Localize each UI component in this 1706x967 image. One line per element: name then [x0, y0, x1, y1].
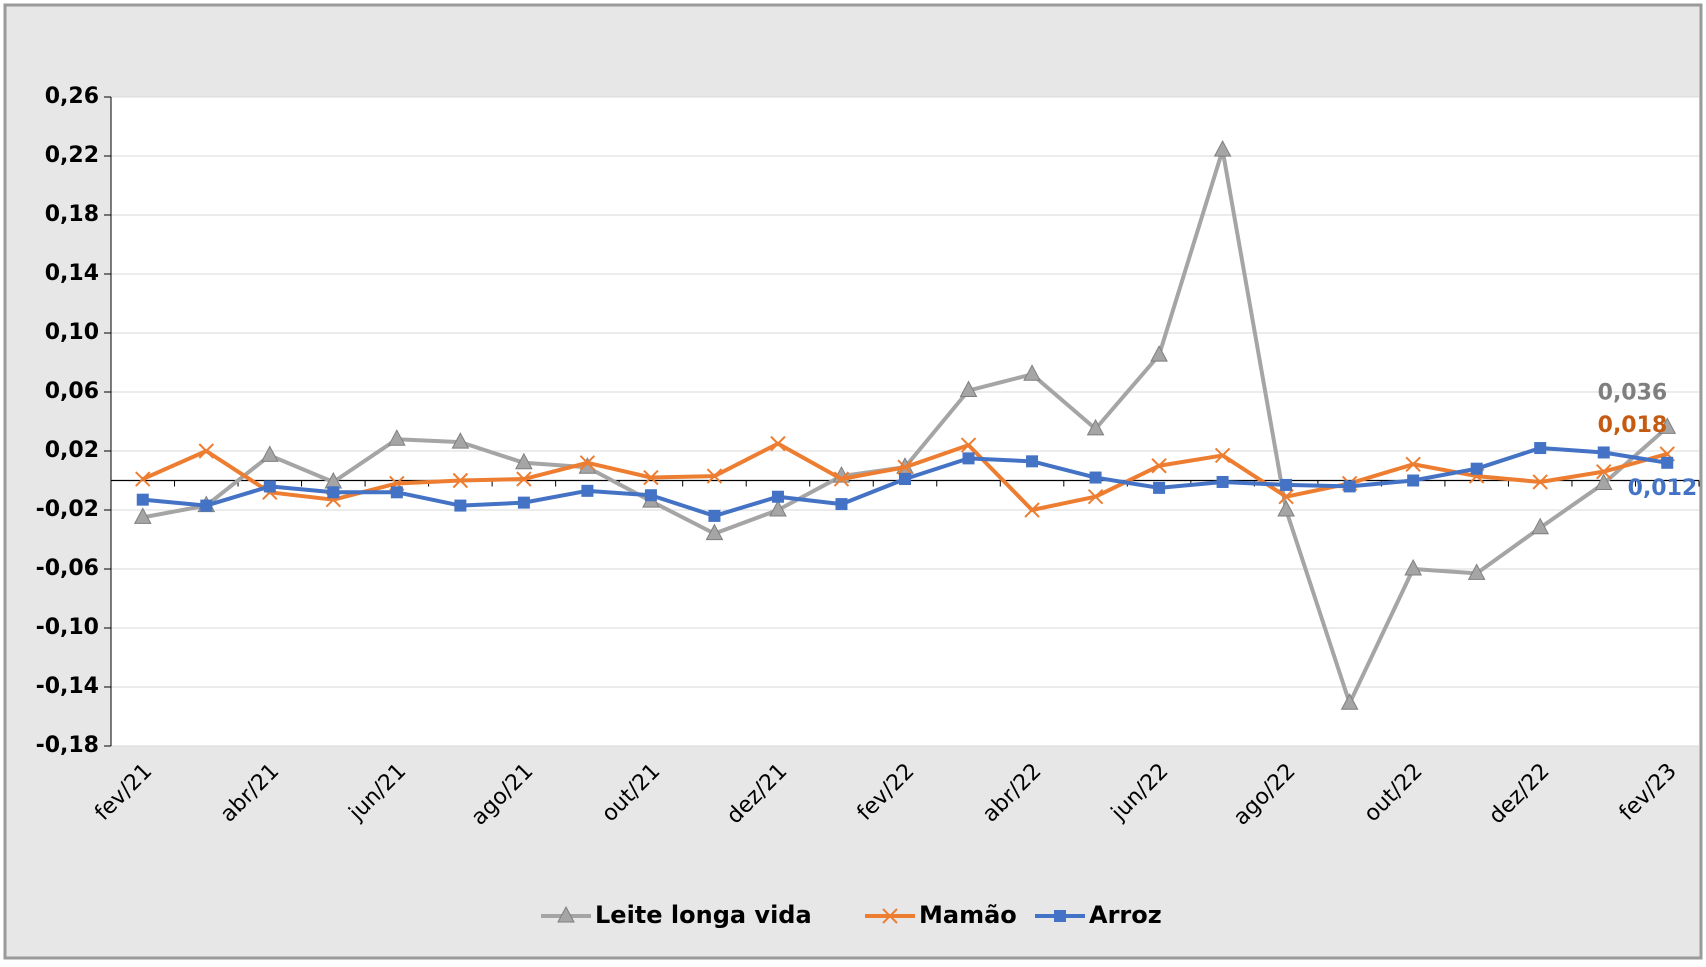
marker — [454, 499, 467, 512]
y-tick-label: -0,14 — [36, 674, 99, 699]
marker — [708, 509, 721, 522]
marker — [452, 472, 469, 489]
y-tick-label: 0,10 — [45, 320, 99, 345]
legend-label: Mamão — [919, 901, 1017, 929]
marker — [198, 443, 214, 459]
marker — [260, 445, 279, 462]
marker — [390, 486, 403, 499]
y-tick-label: 0,22 — [45, 143, 99, 168]
marker — [1340, 693, 1359, 710]
marker — [1054, 910, 1066, 922]
marker — [1597, 446, 1610, 459]
marker — [579, 455, 596, 471]
legend-label: Arroz — [1089, 901, 1162, 929]
y-tick-label: -0,18 — [36, 733, 99, 758]
marker — [1277, 499, 1295, 517]
marker — [1024, 502, 1040, 518]
marker — [1086, 418, 1105, 436]
plot-area — [111, 97, 1699, 746]
marker — [1151, 458, 1167, 474]
marker — [133, 507, 152, 524]
marker — [1467, 563, 1486, 580]
marker — [263, 480, 276, 493]
marker — [833, 471, 850, 487]
marker — [1594, 473, 1613, 490]
marker — [1405, 456, 1421, 472]
marker — [1596, 463, 1612, 480]
marker — [136, 493, 149, 506]
marker — [515, 452, 533, 470]
y-tick-label: -0,02 — [36, 497, 99, 522]
marker — [835, 498, 848, 511]
y-tick-label: -0,10 — [36, 615, 99, 640]
marker — [1214, 447, 1231, 464]
marker — [1026, 455, 1039, 468]
marker — [1280, 478, 1293, 491]
marker — [1532, 474, 1548, 490]
marker — [1658, 417, 1677, 434]
marker — [1470, 462, 1483, 475]
marker — [451, 432, 470, 449]
marker — [1343, 480, 1356, 493]
legend-label: Leite longa vida — [595, 901, 812, 929]
y-tick-label: 0,06 — [45, 379, 99, 404]
marker — [200, 499, 213, 512]
marker — [771, 490, 784, 503]
marker — [769, 499, 787, 517]
marker — [1153, 481, 1166, 494]
y-tick-label: 0,02 — [45, 438, 99, 463]
marker — [962, 452, 975, 465]
marker — [770, 435, 786, 452]
marker — [1534, 442, 1547, 455]
marker — [705, 523, 724, 541]
data-label: 0,036 — [1598, 380, 1668, 405]
marker — [899, 473, 911, 486]
marker — [1087, 489, 1104, 505]
marker — [1216, 475, 1229, 488]
data-label: 0,018 — [1598, 413, 1668, 438]
y-tick-label: -0,06 — [36, 556, 99, 581]
marker — [1661, 456, 1674, 469]
y-tick-label: 0,26 — [45, 84, 99, 109]
marker — [327, 486, 340, 499]
marker — [581, 484, 594, 497]
marker — [1023, 364, 1041, 381]
marker — [516, 471, 532, 487]
marker — [557, 905, 575, 923]
marker — [135, 471, 151, 487]
marker — [517, 496, 530, 509]
marker — [960, 437, 977, 453]
marker — [1404, 558, 1422, 576]
marker — [1213, 140, 1232, 157]
marker — [1278, 489, 1294, 505]
marker — [644, 489, 657, 502]
data-label: 0,012 — [1628, 476, 1698, 501]
marker — [897, 459, 913, 475]
marker — [706, 468, 723, 484]
y-tick-label: 0,14 — [45, 261, 99, 286]
marker — [388, 429, 406, 446]
marker — [959, 380, 978, 398]
y-tick-label: 0,18 — [45, 202, 99, 227]
marker — [643, 469, 659, 486]
marker — [1089, 471, 1102, 484]
marker — [1150, 345, 1168, 362]
marker — [882, 908, 898, 924]
marker — [1407, 474, 1420, 487]
marker — [1531, 517, 1550, 535]
